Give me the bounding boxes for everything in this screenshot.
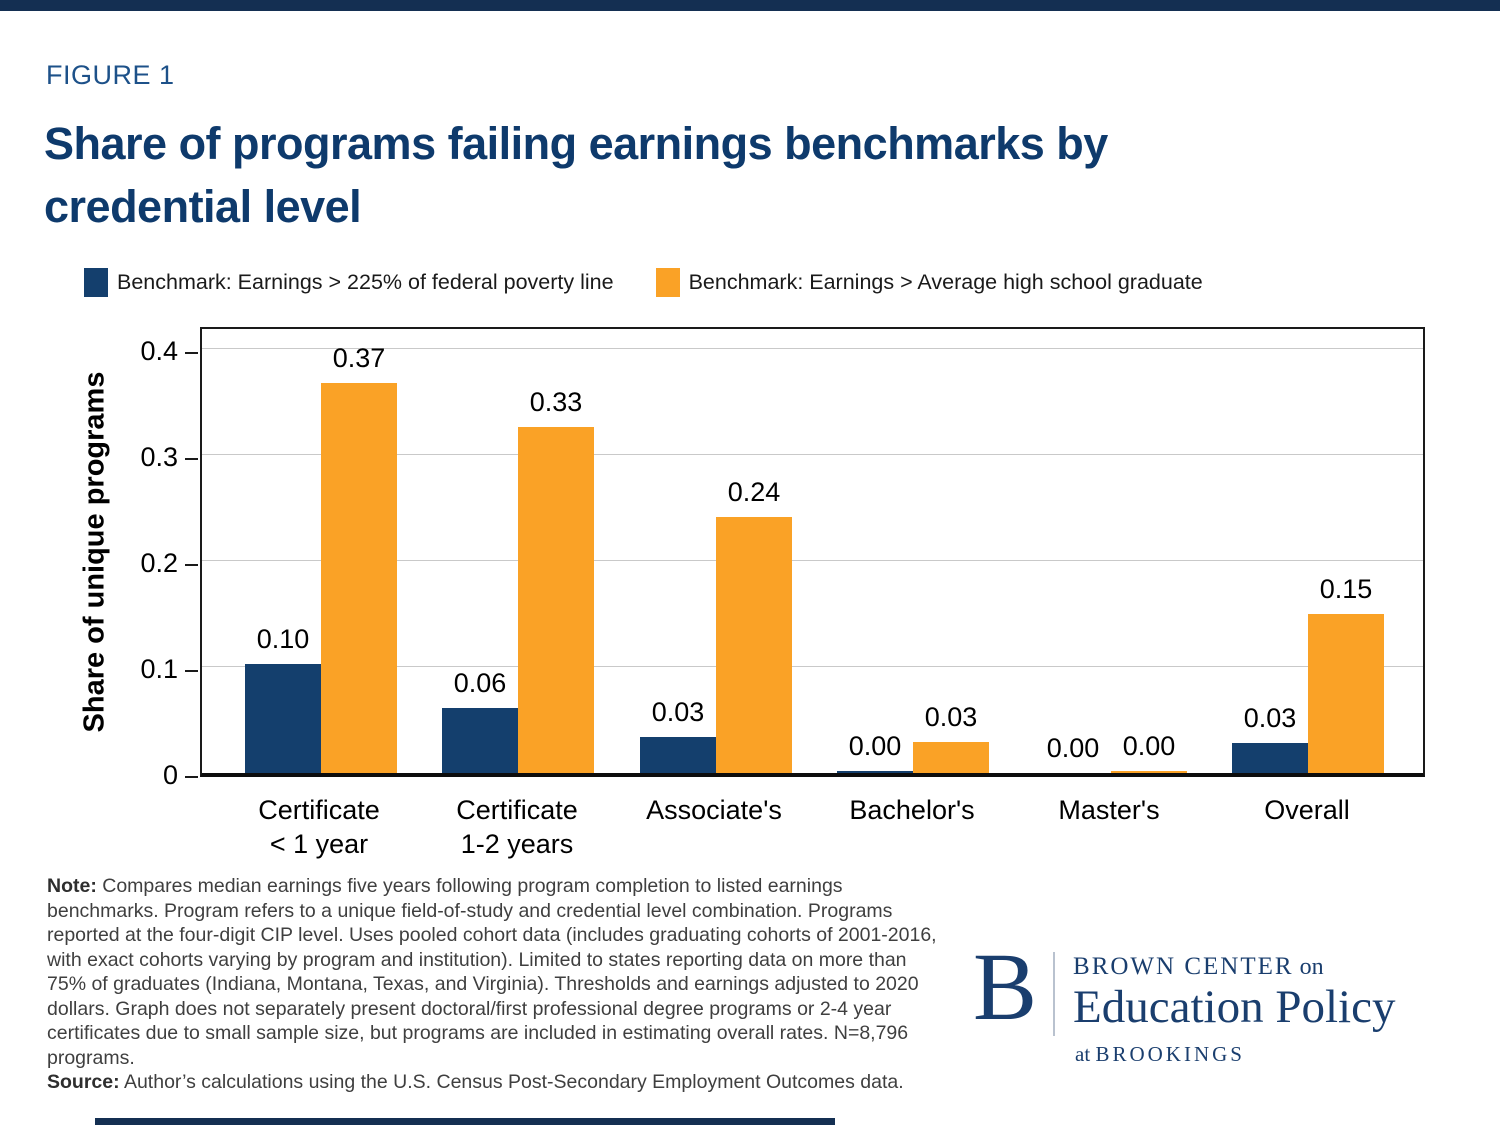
legend-label-poverty-benchmark: Benchmark: Earnings > 225% of federal po… bbox=[117, 270, 614, 294]
bar-orange-overall bbox=[1308, 614, 1384, 773]
legend-label-hs-graduate-benchmark: Benchmark: Earnings > Average high schoo… bbox=[688, 270, 1203, 294]
logo-divider bbox=[1053, 952, 1056, 1036]
chart-legend: Benchmark: Earnings > 225% of federal po… bbox=[84, 268, 1203, 297]
bar-orange-certificate-1-year bbox=[321, 383, 397, 773]
gridline-0.2 bbox=[202, 560, 1423, 561]
bar-value-navy-master-s: 0.00 bbox=[1046, 733, 1100, 763]
x-category-label-overall: Overall bbox=[1264, 795, 1350, 825]
bar-navy-certificate-1-year bbox=[245, 664, 321, 773]
figure-label: FIGURE 1 bbox=[46, 60, 175, 90]
x-category-label-associate-s: Associate's bbox=[646, 795, 782, 825]
gridline-0.3 bbox=[202, 454, 1423, 455]
bar-orange-bachelor-s bbox=[913, 742, 989, 773]
note-line: reported at the four-digit CIP level. Us… bbox=[47, 924, 937, 946]
note-line: programs. bbox=[47, 1046, 135, 1069]
bar-value-orange-overall: 0.15 bbox=[1319, 574, 1373, 604]
brookings-monogram: B bbox=[973, 933, 1038, 1040]
bar-value-navy-bachelor-s: 0.00 bbox=[848, 731, 902, 761]
figure-title-line2: credential level bbox=[44, 181, 362, 232]
bar-value-navy-certificate-1-2-years: 0.06 bbox=[453, 668, 507, 698]
legend-item-poverty-benchmark: Benchmark: Earnings > 225% of federal po… bbox=[84, 268, 614, 297]
x-category-label-master-s: Master's bbox=[1058, 795, 1160, 825]
gridline-0.4 bbox=[202, 348, 1423, 349]
legend-swatch-navy bbox=[84, 268, 108, 297]
logo-text: BROWN CENTER on Education Policy at BROO… bbox=[1073, 948, 1395, 1067]
y-tick-label-0.3: 0.3 bbox=[140, 442, 178, 472]
bar-navy-associate-s bbox=[640, 737, 716, 773]
bar-value-navy-associate-s: 0.03 bbox=[651, 697, 705, 727]
bar-value-navy-overall: 0.03 bbox=[1243, 703, 1297, 733]
x-category-label-bachelor-s: Bachelor's bbox=[849, 795, 975, 825]
bar-navy-certificate-1-2-years bbox=[442, 708, 518, 773]
note-line: 75% of graduates (Indiana, Montana, Texa… bbox=[47, 973, 919, 995]
figure-title: Share of programs failing earnings bench… bbox=[44, 112, 1108, 238]
y-tick-0.3 bbox=[185, 458, 198, 460]
bar-navy-bachelor-s bbox=[837, 771, 913, 773]
logo-line-education-policy: Education Policy bbox=[1073, 981, 1396, 1033]
y-tick-label-0.1: 0.1 bbox=[140, 654, 178, 684]
note-line: certificates due to small sample size, b… bbox=[47, 1022, 909, 1044]
y-tick-label-0: 0 bbox=[162, 760, 178, 790]
plot-area: 0.10 0.37 0.06 0.33 0.03 0.24 0.00 0.03 0.00 0.00… bbox=[200, 327, 1425, 777]
top-border-bar bbox=[0, 0, 1500, 11]
source-label: Source: bbox=[47, 1071, 120, 1093]
y-tick-label-0.4: 0.4 bbox=[140, 336, 178, 366]
bottom-border-bar bbox=[95, 1118, 835, 1125]
logo-line-at-brookings: at BROOKINGS bbox=[1075, 1042, 1245, 1066]
bar-navy-overall bbox=[1232, 743, 1308, 773]
bar-chart: 0.10 0.37 0.06 0.33 0.03 0.24 0.00 0.03 0.00 0.00… bbox=[140, 327, 1425, 859]
bar-value-orange-associate-s: 0.24 bbox=[727, 477, 781, 507]
note-line: with exact cohorts varying by program an… bbox=[47, 948, 907, 971]
legend-item-hs-graduate-benchmark: Benchmark: Earnings > Average high schoo… bbox=[655, 268, 1203, 297]
bar-value-orange-certificate-1-2-years: 0.33 bbox=[529, 387, 583, 417]
note-label: Note: bbox=[47, 875, 97, 897]
y-tick-0.2 bbox=[185, 564, 198, 566]
y-tick-label-0.2: 0.2 bbox=[140, 548, 178, 578]
bar-value-navy-certificate-1-year: 0.10 bbox=[256, 624, 310, 654]
note-line: dollars. Graph does not separately prese… bbox=[47, 997, 892, 1020]
figure-title-line1: Share of programs failing earnings bench… bbox=[44, 118, 1108, 169]
legend-swatch-orange bbox=[655, 268, 680, 297]
bar-value-orange-master-s: 0.00 bbox=[1122, 731, 1176, 761]
y-tick-0 bbox=[185, 776, 198, 778]
source-line: Source: Author’s calculations using the … bbox=[47, 1071, 904, 1093]
bar-orange-master-s bbox=[1111, 771, 1187, 773]
y-tick-0.4 bbox=[185, 352, 198, 354]
logo-line-brown-center: BROWN CENTER on bbox=[1073, 953, 1324, 980]
note-block: Note: Compares median earnings five year… bbox=[47, 874, 1007, 1095]
bar-orange-certificate-1-2-years bbox=[518, 427, 594, 773]
x-category-label-certificate-1-year: Certificate < 1 year bbox=[258, 795, 380, 859]
bar-value-orange-certificate-1-year: 0.37 bbox=[332, 343, 386, 373]
gridline-0.1 bbox=[202, 666, 1423, 667]
bar-value-orange-bachelor-s: 0.03 bbox=[924, 702, 978, 732]
bar-orange-associate-s bbox=[716, 517, 792, 773]
y-tick-0.1 bbox=[185, 670, 198, 672]
note-line: Note: Compares median earnings five year… bbox=[47, 875, 843, 897]
x-category-label-certificate-1-2-years: Certificate 1-2 years bbox=[456, 795, 578, 859]
note-line: benchmarks. Program refers to a unique f… bbox=[47, 899, 893, 922]
brookings-logo: B BROWN CENTER on Education Policy at BR… bbox=[973, 933, 1395, 1067]
